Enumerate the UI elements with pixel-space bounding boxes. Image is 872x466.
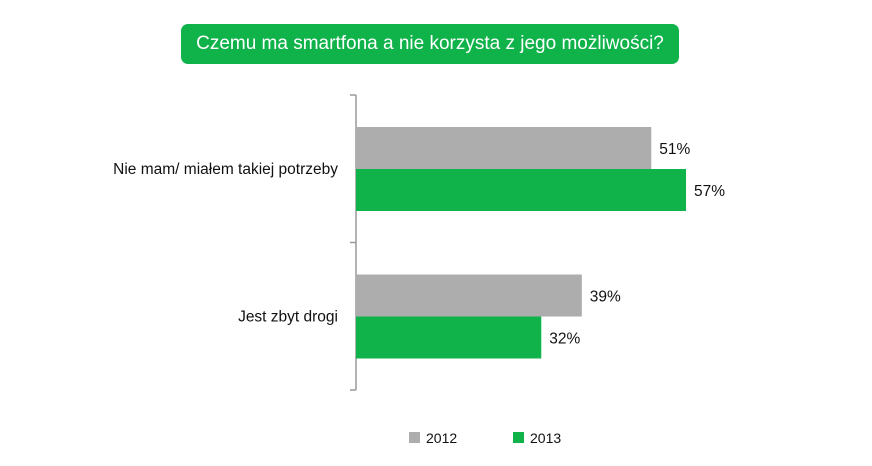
bars: 51% 57% 39% 32%	[356, 127, 725, 359]
legend-label-2012: 2012	[426, 430, 457, 446]
legend-swatch-2012	[409, 432, 420, 443]
bar-2012	[356, 127, 652, 169]
category-label: Nie mam/ miałem takiej potrzeby	[113, 161, 338, 178]
legend: 2012 2013	[409, 430, 561, 446]
data-label: 39%	[590, 289, 621, 306]
bar-2013	[356, 169, 687, 211]
legend-label-2013: 2013	[530, 430, 561, 446]
bar-2012	[356, 274, 582, 317]
data-label: 57%	[694, 183, 725, 200]
chart-title: Czemu ma smartfona a nie korzysta z jego…	[181, 24, 679, 64]
bar-2013	[356, 316, 542, 359]
legend-swatch-2013	[513, 432, 524, 443]
category-label: Jest zbyt drogi	[238, 308, 338, 325]
category-axis: Nie mam/ miałem takiej potrzeby Jest zbyt…	[113, 94, 357, 391]
data-label: 32%	[549, 331, 580, 348]
data-label: 51%	[659, 141, 690, 158]
